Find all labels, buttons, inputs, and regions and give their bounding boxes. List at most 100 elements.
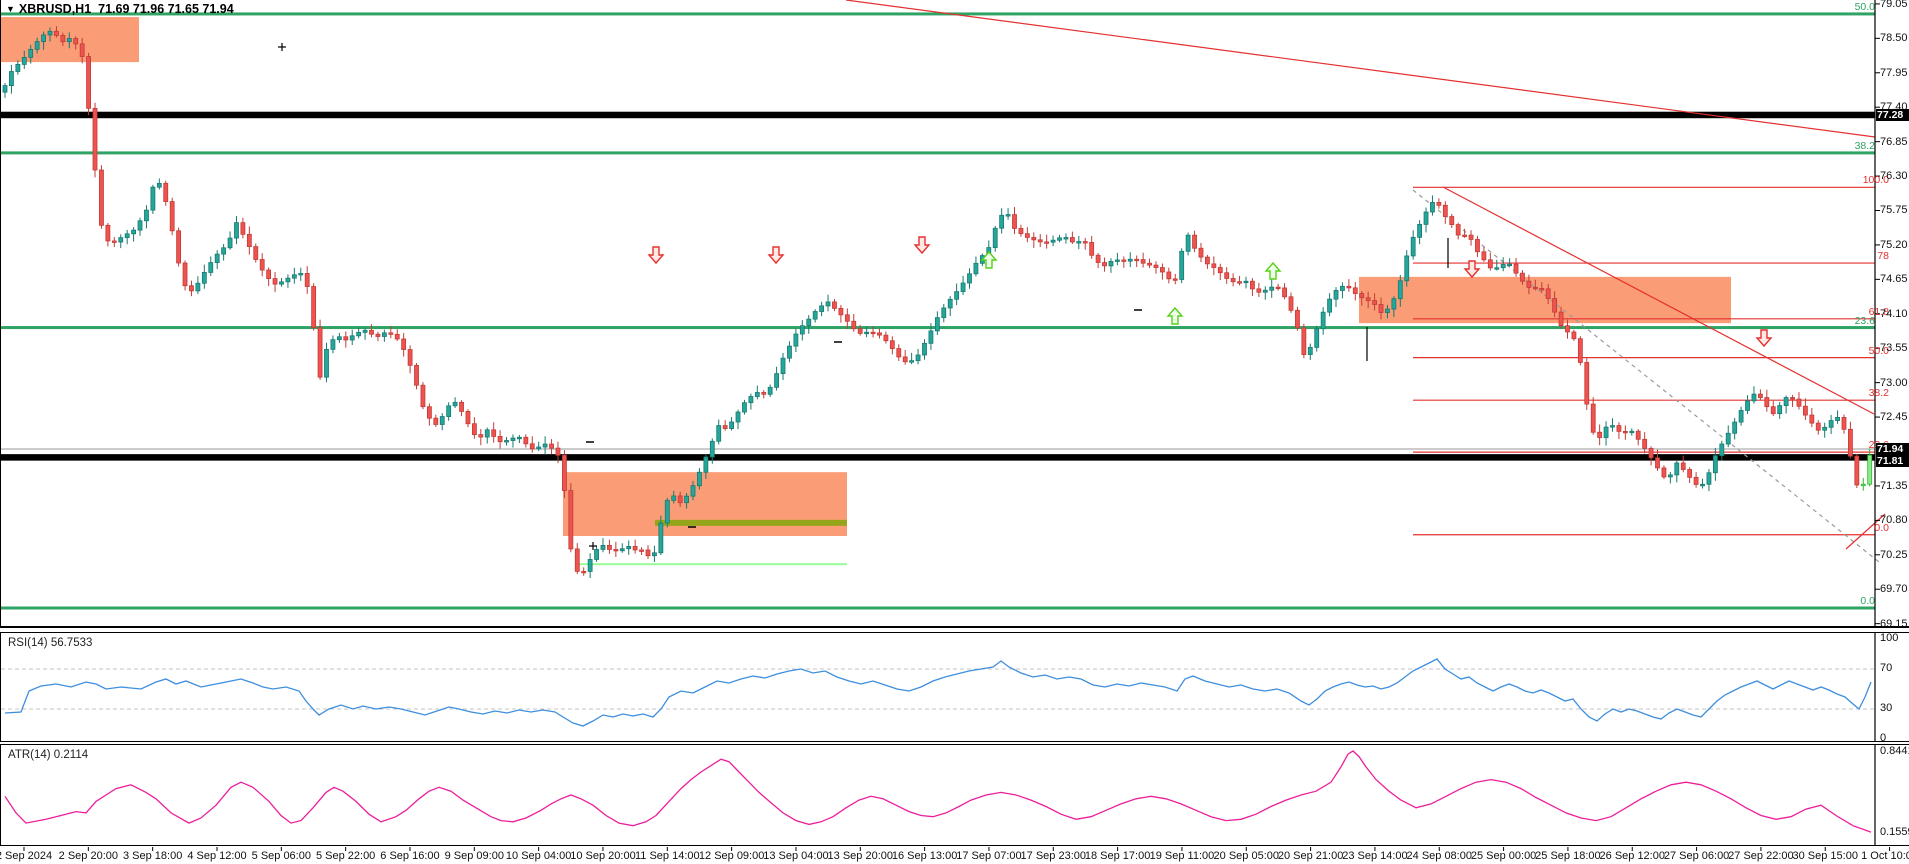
symbol-header[interactable]: ▼ XBRUSD,H1 71.69 71.96 71.65 71.94 xyxy=(6,2,234,16)
candle-body xyxy=(1018,228,1024,235)
light-green-line[interactable] xyxy=(578,563,847,566)
buy-arrow-icon[interactable] xyxy=(980,250,998,269)
candle-body xyxy=(1539,288,1545,291)
candle-body xyxy=(1211,263,1217,268)
candle-body xyxy=(176,230,182,264)
candle-body xyxy=(870,331,876,335)
time-tick-label: 10 Sep 20:00 xyxy=(570,850,636,862)
time-tick-label: 19 Sep 11:00 xyxy=(1149,850,1215,862)
candle-body xyxy=(9,71,14,87)
candle-body xyxy=(407,349,413,366)
candle-body xyxy=(889,340,895,349)
candle-body xyxy=(555,447,561,456)
candle-body xyxy=(291,274,297,279)
candle-body xyxy=(1166,271,1172,280)
time-tick-label: 9 Sep 09:00 xyxy=(444,850,504,862)
candle-body xyxy=(491,429,497,437)
candle-body xyxy=(1648,447,1654,459)
supply-demand-zone[interactable] xyxy=(563,472,847,537)
fib-red-label: 50.0 xyxy=(1868,345,1889,357)
key-level-line[interactable] xyxy=(1,454,1875,461)
candle-body xyxy=(156,182,162,188)
candle-body xyxy=(1114,259,1120,262)
price-tick-label: 75.75 xyxy=(1880,204,1908,216)
candle-body xyxy=(169,201,175,232)
rsi-panel[interactable]: RSI(14) 56.7533 xyxy=(0,632,1909,742)
candle-body xyxy=(484,429,490,438)
candle-body xyxy=(1854,455,1860,486)
trendline[interactable] xyxy=(1442,186,1875,415)
candle-body xyxy=(459,401,464,412)
candle-body xyxy=(381,332,387,337)
candle-body xyxy=(433,417,439,425)
candle-body xyxy=(645,549,651,557)
candle-body xyxy=(1803,405,1808,416)
candle-body xyxy=(600,545,606,550)
candle-body xyxy=(1127,258,1133,262)
candle-body xyxy=(504,440,509,443)
olive-line[interactable] xyxy=(655,519,847,526)
fib-green-label: 23.6 xyxy=(1854,315,1875,327)
candle-body xyxy=(1494,267,1500,270)
candle-body xyxy=(144,209,149,222)
trendline[interactable] xyxy=(1412,189,1880,563)
candle-body xyxy=(1732,421,1738,434)
price-tick-label: 74.10 xyxy=(1880,308,1908,320)
atr-scale-min: 0.1559 xyxy=(1880,826,1909,838)
candle-body xyxy=(1320,311,1326,330)
candle-body xyxy=(1751,393,1757,402)
candle-body xyxy=(658,522,664,554)
candle-body xyxy=(1430,202,1435,213)
candle-body xyxy=(825,301,831,307)
atr-panel[interactable]: ATR(14) 0.2114 xyxy=(0,744,1909,846)
candle-body xyxy=(1796,398,1802,407)
sell-arrow-icon[interactable] xyxy=(913,236,931,255)
main-chart-panel[interactable] xyxy=(0,0,1909,628)
candle-body xyxy=(1764,397,1770,408)
sell-arrow-icon[interactable] xyxy=(1463,260,1481,279)
ohlc-readout: 71.69 71.96 71.65 71.94 xyxy=(98,2,234,16)
rsi-scale-label: 30 xyxy=(1880,702,1893,714)
candle-body xyxy=(1301,327,1307,355)
candle-body xyxy=(1655,457,1660,469)
candle-body xyxy=(1667,474,1673,478)
candle-body xyxy=(742,402,747,413)
price-badge: 77.28 xyxy=(1876,109,1909,121)
buy-arrow-icon[interactable] xyxy=(1166,306,1184,325)
symbol-dropdown-icon[interactable]: ▼ xyxy=(6,4,15,14)
candle-body xyxy=(857,328,863,334)
candle-body xyxy=(838,307,844,316)
candle-body xyxy=(1577,338,1583,363)
atr-canvas[interactable] xyxy=(1,745,1909,845)
fib-red-label: 100.0 xyxy=(1862,174,1889,186)
fib-green-line[interactable] xyxy=(1,151,1875,155)
sell-arrow-icon[interactable] xyxy=(647,246,665,265)
rsi-canvas[interactable] xyxy=(1,633,1909,741)
candle-body xyxy=(1160,267,1165,273)
candle-body xyxy=(369,329,374,335)
fib-green-label: 0.0 xyxy=(1860,595,1875,607)
rsi-scale-label: 0 xyxy=(1880,732,1887,744)
time-tick-label: 10 Sep 04:00 xyxy=(505,850,572,862)
candle-body xyxy=(626,546,632,550)
candle-body xyxy=(1828,420,1834,428)
candle-body xyxy=(1809,414,1815,424)
sell-arrow-icon[interactable] xyxy=(767,246,785,265)
candle-body xyxy=(1674,462,1680,476)
fib-green-line[interactable] xyxy=(1,606,1875,610)
candle-body xyxy=(722,425,728,429)
candle-body xyxy=(356,331,362,337)
trendline[interactable] xyxy=(845,0,1876,138)
buy-arrow-icon[interactable] xyxy=(1264,261,1282,280)
candle-body xyxy=(607,545,612,550)
supply-demand-zone[interactable] xyxy=(1359,276,1731,324)
price-tick-label: 70.25 xyxy=(1880,549,1908,561)
fib-green-line[interactable] xyxy=(1,12,1875,16)
candle-body xyxy=(1365,297,1371,301)
time-axis[interactable]: 2 Sep 2024 2 Sep 20:00 3 Sep 18:00 4 Sep 12… xyxy=(0,847,1909,864)
key-level-line[interactable] xyxy=(1,111,1875,119)
price-chart-canvas[interactable] xyxy=(1,0,1909,626)
candle-body xyxy=(208,262,214,273)
trendline[interactable] xyxy=(1845,513,1886,550)
sell-arrow-icon[interactable] xyxy=(1755,329,1773,348)
